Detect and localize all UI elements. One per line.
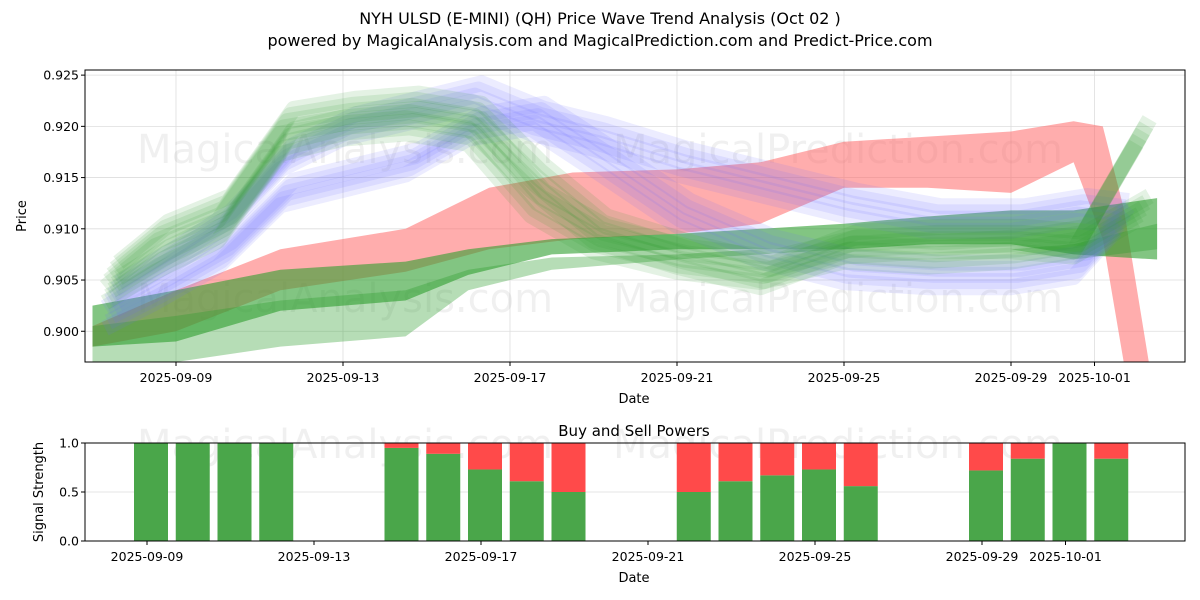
buy-bar <box>1052 443 1087 541</box>
bar-axis-ticks: 0.0 0.5 1.0 2025-09-09 2025-09-13 2025-09-17 2… <box>59 436 1102 565</box>
blue-wave-upper-stroke <box>114 75 1130 290</box>
buy-bar <box>676 492 711 541</box>
blue-wave-lower-stroke <box>101 120 1122 336</box>
sell-bar <box>676 443 711 492</box>
blue-wave-upper-stroke <box>107 87 1124 303</box>
blue-wave-upper-stroke <box>100 99 1117 315</box>
sell-bar <box>760 443 795 476</box>
chart-subtitle: powered by MagicalAnalysis.com and Magic… <box>267 31 933 50</box>
main-x-tick-label: 2025-09-09 <box>140 370 213 385</box>
main-series <box>92 75 1158 362</box>
main-y-tick-label: 0.915 <box>43 170 79 185</box>
green-wave-lower-stroke <box>110 107 1154 291</box>
bar-y-axis-label: Signal Strength <box>32 442 47 542</box>
buy-bar <box>217 443 252 541</box>
sell-bar <box>802 443 836 470</box>
green-wave-upper-stroke <box>103 104 1144 290</box>
watermark-text: MagicalAnalysis.com <box>137 127 553 173</box>
buy-bar <box>134 443 168 541</box>
sell-bar <box>426 443 461 454</box>
sell-bar <box>1094 443 1129 459</box>
sell-bar <box>551 443 586 492</box>
bar-x-tick-label: 2025-09-29 <box>946 549 1019 564</box>
main-x-tick-label: 2025-10-01 <box>1058 370 1131 385</box>
blue-wave-upper-stroke <box>104 93 1120 309</box>
main-y-tick-label: 0.905 <box>43 273 79 288</box>
chart-title: NYH ULSD (E-MINI) (QH) Price Wave Trend … <box>359 9 841 28</box>
bar-chart-title: Buy and Sell Powers <box>558 422 710 440</box>
green-wave-upper-stroke <box>109 91 1151 277</box>
bar-y-tick-label: 1.0 <box>59 436 79 451</box>
buy-bar <box>969 470 1003 541</box>
sell-bar <box>843 443 878 487</box>
main-plot-frame <box>84 69 1186 363</box>
green-wave-lower-stroke <box>107 113 1150 298</box>
green-wave-upper-stroke <box>113 85 1154 271</box>
bar-x-tick-label: 2025-09-21 <box>612 549 685 564</box>
buy-bar <box>509 481 544 541</box>
buy-bar <box>175 443 210 541</box>
blue-wave-lower-stroke <box>104 114 1125 330</box>
green-wave-lower-stroke <box>104 119 1147 304</box>
bar-x-tick-label: 2025-09-13 <box>278 549 351 564</box>
bar-y-tick-label: 0.5 <box>59 485 79 500</box>
sell-bar <box>468 443 502 470</box>
green-trend-band-lower <box>92 223 1158 362</box>
blue-wave-lower-stroke <box>114 95 1135 311</box>
main-x-tick-label: 2025-09-13 <box>307 370 380 385</box>
green-wave-upper-stroke <box>106 97 1147 283</box>
main-x-tick-label: 2025-09-17 <box>474 370 547 385</box>
green-wave-upper-stroke <box>99 110 1141 296</box>
blue-wave-lower-stroke <box>111 102 1132 317</box>
blue-wave-upper-stroke <box>110 81 1127 297</box>
red-trend-band <box>92 121 1149 362</box>
main-y-tick-label: 0.925 <box>43 68 79 83</box>
buy-bar <box>760 475 795 541</box>
buy-bar <box>468 469 502 541</box>
bar-x-axis-label: Date <box>618 571 649 586</box>
main-x-tick-label: 2025-09-29 <box>975 370 1048 385</box>
buy-bar <box>1094 458 1129 541</box>
green-wave-lower-stroke <box>100 125 1144 310</box>
bar-x-tick-label: 2025-09-09 <box>111 549 184 564</box>
buy-bar <box>426 453 461 541</box>
main-y-tick-label: 0.920 <box>43 119 79 134</box>
buy-bar <box>259 443 294 541</box>
main-y-axis-label: Price <box>15 200 30 232</box>
main-axis-ticks: 2025-09-09 2025-09-13 2025-09-17 2025-09-21… <box>43 68 1131 385</box>
bar-x-tick-label: 2025-09-17 <box>445 549 518 564</box>
buy-bar <box>551 492 586 541</box>
green-wave-lower-stroke <box>114 100 1157 285</box>
sell-bar <box>718 443 753 482</box>
bar-y-tick-label: 0.0 <box>59 534 79 549</box>
sell-bar <box>384 443 419 448</box>
main-x-tick-label: 2025-09-25 <box>808 370 881 385</box>
main-y-tick-label: 0.910 <box>43 221 79 236</box>
watermark-text: MagicalPrediction.com <box>613 276 1063 322</box>
sell-bar <box>969 443 1003 471</box>
buy-bar <box>843 486 878 541</box>
buy-bar <box>718 481 753 541</box>
green-trend-band-upper <box>92 198 1158 347</box>
buy-bar <box>384 447 419 541</box>
main-x-axis-label: Date <box>618 392 649 407</box>
sell-bar <box>1010 443 1045 459</box>
main-x-tick-label: 2025-09-21 <box>641 370 714 385</box>
buy-bar <box>802 469 836 541</box>
bar-series <box>134 443 1129 541</box>
main-y-tick-label: 0.900 <box>43 324 79 339</box>
bar-x-tick-label: 2025-09-25 <box>779 549 852 564</box>
sell-bar <box>509 443 544 482</box>
buy-bar <box>1010 458 1045 541</box>
blue-wave-lower-stroke <box>108 108 1129 324</box>
bar-x-tick-label: 2025-10-01 <box>1029 549 1102 564</box>
